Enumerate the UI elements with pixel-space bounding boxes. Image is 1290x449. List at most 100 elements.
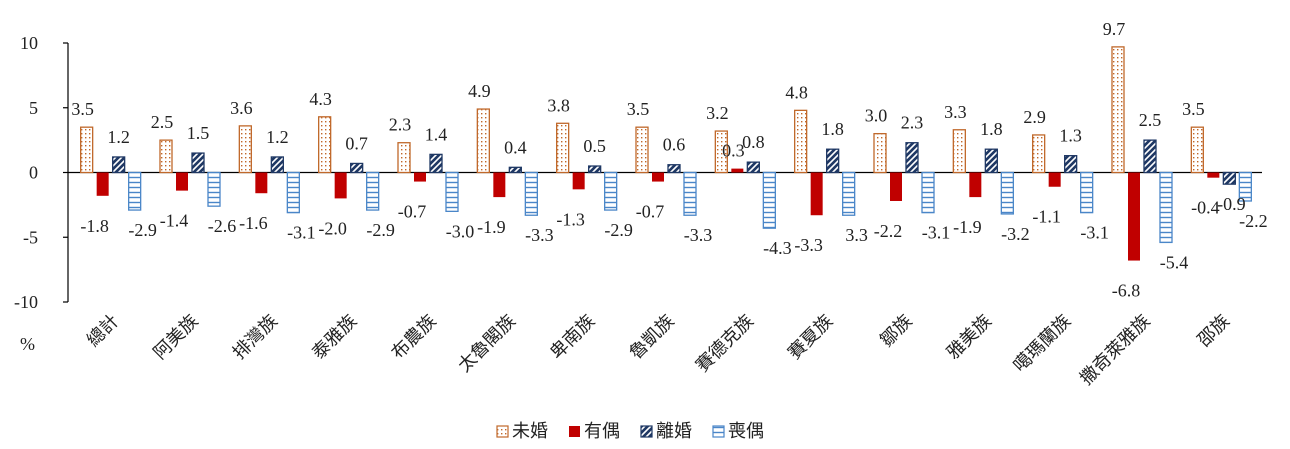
legend: 未婚 有偶 離婚 喪偶 xyxy=(496,421,764,441)
bar-喪偶-排灣族 xyxy=(286,171,300,214)
bar-有偶-邵族 xyxy=(1207,172,1220,178)
data-label-未婚: 3.3 xyxy=(944,102,967,122)
bar-喪偶-魯凱族 xyxy=(683,171,697,216)
bar-離婚-賽德克族 xyxy=(746,161,760,174)
data-label-離婚: 1.2 xyxy=(266,127,289,147)
category-label: 排灣族 xyxy=(229,311,281,363)
bar-離婚-太魯閣族 xyxy=(508,166,522,174)
data-label-離婚: 0.8 xyxy=(742,132,765,152)
category-label: 噶瑪蘭族 xyxy=(1009,311,1074,376)
bar-未婚-排灣族 xyxy=(238,125,252,174)
category-label-layer: 總計 阿美族 排灣族 泰雅族 布農族 太魯閣族 卑南族 魯凱族 賽德克族 賽夏族 鄒族 雅美族 噶瑪蘭族… xyxy=(83,310,1233,388)
data-label-未婚: 4.3 xyxy=(309,89,332,109)
data-label-未婚: 2.5 xyxy=(151,112,174,132)
bar-離婚-鄒族 xyxy=(905,142,919,174)
category-label: 鄒族 xyxy=(876,311,916,351)
data-label-喪偶: -2.9 xyxy=(128,220,157,240)
bar-離婚-總計 xyxy=(112,156,126,174)
data-label-喪偶: -3.3 xyxy=(525,225,554,245)
data-label-離婚: 1.4 xyxy=(425,124,448,144)
data-label-有偶: -2.0 xyxy=(318,218,347,238)
bar-喪偶-太魯閣族 xyxy=(524,171,538,216)
data-label-未婚: 2.9 xyxy=(1023,107,1046,127)
bar-有偶-卑南族 xyxy=(572,172,585,190)
y-tick-label: 0 xyxy=(29,163,38,183)
label-layer: 3.5 -1.8 1.2 -2.9 2.5 -1.4 1.5 -2.6 3.6 -1.6 1.2 -3… xyxy=(71,19,1267,301)
category-label: 太魯閣族 xyxy=(454,311,519,376)
data-label-喪偶: -3.0 xyxy=(446,221,475,241)
bar-有偶-太魯閣族 xyxy=(493,172,506,198)
bar-未婚-總計 xyxy=(80,126,94,174)
bar-有偶-魯凱族 xyxy=(652,172,664,182)
data-label-有偶: -1.9 xyxy=(953,217,982,237)
bar-離婚-卑南族 xyxy=(588,165,602,174)
data-label-離婚: 2.3 xyxy=(901,113,924,133)
axis-layer: 10 5 0 -5 -10% xyxy=(14,33,1262,354)
legend-swatch-未婚 xyxy=(496,425,509,438)
bar-有偶-總計 xyxy=(96,172,109,196)
bar-離婚-噶瑪蘭族 xyxy=(1064,155,1078,174)
bar-有偶-布農族 xyxy=(414,172,426,182)
data-label-未婚: 3.5 xyxy=(1182,99,1205,119)
data-label-有偶: -1.3 xyxy=(556,209,585,229)
legend-swatch-喪偶 xyxy=(712,425,725,438)
data-label-喪偶: -3.3 xyxy=(684,225,713,245)
data-label-離婚: 1.8 xyxy=(980,119,1003,139)
data-label-有偶: -6.8 xyxy=(1112,281,1141,301)
bar-喪偶-卑南族 xyxy=(604,171,618,211)
category-label: 賽夏族 xyxy=(783,310,836,363)
bar-離婚-雅美族 xyxy=(984,148,998,174)
bar-未婚-撒奇萊雅族 xyxy=(1111,46,1125,174)
y-tick-label: 10 xyxy=(20,33,38,53)
bar-有偶-鄒族 xyxy=(890,172,902,201)
bar-喪偶-泰雅族 xyxy=(366,171,380,211)
data-label-離婚: -0.9 xyxy=(1217,194,1246,214)
category-label: 阿美族 xyxy=(150,311,202,363)
data-label-未婚: 3.2 xyxy=(706,103,729,123)
legend-label-喪偶: 喪偶 xyxy=(728,421,764,441)
y-tick-label: 5 xyxy=(29,98,38,118)
data-label-未婚: 3.8 xyxy=(547,95,570,115)
data-label-離婚: 0.7 xyxy=(345,133,368,153)
data-label-未婚: 3.6 xyxy=(230,98,253,118)
bar-未婚-鄒族 xyxy=(873,132,887,174)
data-label-有偶: -1.4 xyxy=(160,211,189,231)
bar-離婚-排灣族 xyxy=(270,156,284,174)
legend-swatch-離婚 xyxy=(640,425,653,438)
bar-有偶-撒奇萊雅族 xyxy=(1128,172,1140,261)
data-label-未婚: 3.5 xyxy=(71,99,94,119)
bar-有偶-阿美族 xyxy=(176,172,188,191)
legend-swatch-有偶 xyxy=(569,426,580,437)
bar-有偶-賽德克族 xyxy=(731,168,744,173)
bar-離婚-泰雅族 xyxy=(350,162,364,174)
bar-喪偶-總計 xyxy=(128,171,142,211)
bar-未婚-泰雅族 xyxy=(318,116,332,174)
bar-未婚-邵族 xyxy=(1190,126,1204,174)
bar-離婚-布農族 xyxy=(429,153,443,174)
bar-喪偶-鄒族 xyxy=(921,171,935,214)
y-tick-label: -10 xyxy=(14,292,38,312)
data-label-有偶: 0.3 xyxy=(722,141,745,161)
data-label-有偶: -1.9 xyxy=(477,217,506,237)
bar-喪偶-賽夏族 xyxy=(842,171,856,216)
bar-喪偶-布農族 xyxy=(445,171,459,212)
y-tick-label: -5 xyxy=(23,227,38,247)
data-label-喪偶: -5.4 xyxy=(1160,252,1189,272)
data-label-喪偶: -2.2 xyxy=(1239,211,1268,231)
data-label-有偶: -2.2 xyxy=(874,221,903,241)
data-label-喪偶: -3.1 xyxy=(1080,223,1109,243)
bar-離婚-賽夏族 xyxy=(826,148,840,174)
legend-label-有偶: 有偶 xyxy=(584,421,620,441)
data-label-離婚: 1.3 xyxy=(1059,126,1082,146)
data-label-有偶: -0.7 xyxy=(398,202,427,222)
bar-layer xyxy=(80,46,1252,261)
data-label-未婚: 9.7 xyxy=(1103,19,1126,39)
data-label-喪偶: -2.9 xyxy=(604,220,633,240)
bar-喪偶-阿美族 xyxy=(207,171,221,207)
category-label: 邵族 xyxy=(1194,311,1234,351)
data-label-未婚: 2.3 xyxy=(389,115,412,135)
data-label-喪偶: 3.3 xyxy=(845,225,868,245)
data-label-有偶: -3.3 xyxy=(794,235,823,255)
bar-未婚-魯凱族 xyxy=(635,126,649,174)
legend-label-未婚: 未婚 xyxy=(512,421,548,441)
